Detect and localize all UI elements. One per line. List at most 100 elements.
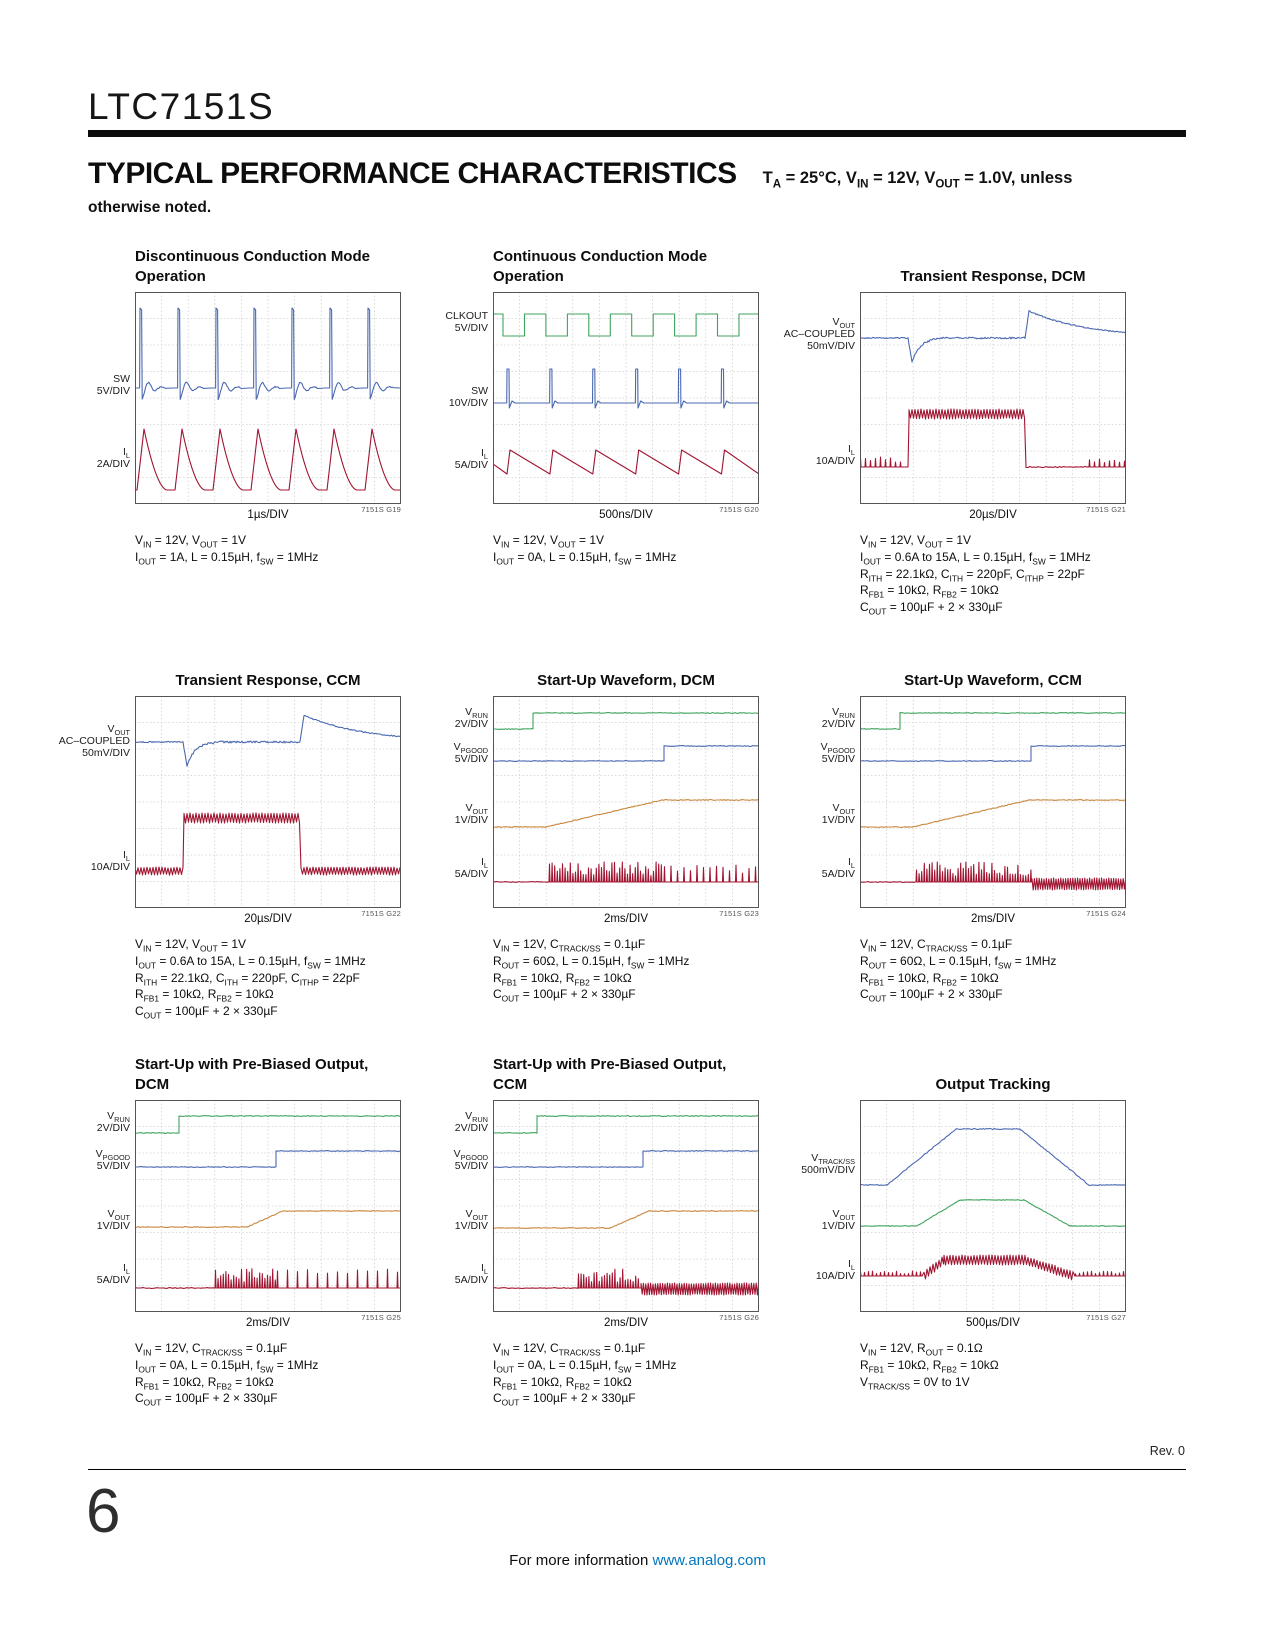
oscilloscope-plot (493, 1100, 759, 1312)
panel-title: Transient Response, CCM (135, 664, 401, 690)
signal-label: SW 5V/DIV (96, 372, 130, 397)
plot-frame (135, 292, 401, 504)
panel-title-line: DCM (135, 1075, 170, 1093)
plot-frame (493, 292, 759, 504)
time-per-div-label: 20µs/DIV (969, 509, 1017, 521)
panel-title: Discontinuous Conduction Mode Operation (135, 238, 401, 286)
trace-red (135, 812, 401, 876)
signal-label: VRUN 2V/DIV (454, 705, 488, 730)
signal-label: VOUT 1V/DIV (454, 801, 488, 826)
trace-blue (135, 1150, 401, 1168)
signal-label-gutter: VRUN 2V/DIV VPGOOD 5V/DIV VOUT 1V/DIV IL 5A/DIV (427, 1100, 493, 1312)
figure-tag: 7151S G20 (719, 505, 759, 514)
trace-blue (860, 745, 1126, 762)
signal-label: VRUN 2V/DIV (96, 1109, 130, 1134)
oscilloscope-plot (860, 696, 1126, 908)
note-line: RFB1 = 10kΩ, RFB2 = 10kΩ (860, 970, 999, 987)
oscilloscope-plot (860, 292, 1126, 504)
signal-label: VOUT 1V/DIV (454, 1207, 488, 1232)
section-conditions-continued: otherwise noted. (88, 199, 212, 216)
plot-frame (493, 1100, 759, 1312)
note-line: IOUT = 0A, L = 0.15µH, fSW = 1MHz (493, 1357, 677, 1375)
scope-panel: Start-Up Waveform, DCM VRUN 2V/DIV VPGOOD 5… (427, 664, 759, 1003)
signal-label: VOUT AC–COUPLED 50mV/DIV (58, 722, 130, 760)
note-line: ROUT = 60Ω, L = 0.15µH, fSW = 1MHz (860, 953, 1057, 971)
time-per-div-label: 20µs/DIV (244, 913, 292, 925)
trace-red (493, 449, 759, 475)
figure-tag: 7151S G23 (719, 909, 759, 918)
panel-title-line: CCM (493, 1075, 528, 1093)
scope-panel: Start-Up Waveform, CCM VRUN 2V/DIV VPGOOD 5… (794, 664, 1126, 1003)
trace-blue (493, 1150, 759, 1168)
oscilloscope-plot (493, 292, 759, 504)
conditions-notes: VIN = 12V, VOUT = 1V IOUT = 0.6A to 15A, … (860, 532, 1126, 616)
note-line: RFB1 = 10kΩ, RFB2 = 10kΩ (493, 1374, 632, 1391)
revision-label: Rev. 0 (1149, 1444, 1185, 1458)
section-conditions: TA = 25°C, VIN = 12V, VOUT = 1.0V, unles… (762, 169, 1073, 191)
panel-title: Start-Up Waveform, CCM (860, 664, 1126, 690)
panel-title-line: Start-Up Waveform, DCM (537, 671, 715, 689)
signal-label-gutter: VRUN 2V/DIV VPGOOD 5V/DIV VOUT 1V/DIV IL 5A/DIV (427, 696, 493, 908)
trace-blue (860, 310, 1126, 363)
trace-red (860, 861, 1126, 891)
panel-title-line: Transient Response, CCM (175, 671, 361, 689)
plot-frame (493, 696, 759, 908)
time-per-div-label: 500µs/DIV (966, 1317, 1020, 1329)
trace-red (860, 1254, 1126, 1281)
conditions-notes: VIN = 12V, ROUT = 0.1Ω RFB1 = 10kΩ, RFB2 … (860, 1340, 1126, 1390)
conditions-notes: VIN = 12V, VOUT = 1V IOUT = 0.6A to 15A, … (135, 936, 401, 1020)
note-line: ROUT = 60Ω, L = 0.15µH, fSW = 1MHz (493, 953, 690, 971)
trace-orange (860, 799, 1126, 828)
signal-label: IL 10A/DIV (90, 848, 130, 873)
note-line: IOUT = 1A, L = 0.15µH, fSW = 1MHz (135, 549, 319, 567)
note-line: IOUT = 0.6A to 15A, L = 0.15µH, fSW = 1M… (135, 953, 366, 971)
panel-title-line: Discontinuous Conduction Mode (135, 248, 370, 265)
signal-label-gutter: VOUT AC–COUPLED 50mV/DIV IL 10A/DIV (59, 696, 135, 908)
trace-orange (135, 1210, 401, 1228)
scope-panel: Transient Response, DCM VOUT AC–COUPLED 50… (784, 238, 1126, 616)
panel-title: Start-Up with Pre-Biased Output, DCM (135, 1046, 401, 1094)
plot-frame (860, 292, 1126, 504)
conditions-notes: VIN = 12V, CTRACK/SS = 0.1µF ROUT = 60Ω, … (493, 936, 759, 1003)
signal-label: IL 10A/DIV (815, 1257, 855, 1282)
signal-label: IL 5A/DIV (454, 446, 488, 471)
note-line: RITH = 22.1kΩ, CITH = 220pF, CITHP = 22p… (135, 970, 360, 987)
trace-red (493, 1268, 759, 1296)
trace-green (860, 712, 1126, 730)
plot-frame (860, 696, 1126, 908)
note-line: COUT = 100µF + 2 × 330µF (860, 987, 1003, 1004)
note-line: VIN = 12V, CTRACK/SS = 0.1µF (493, 1341, 646, 1358)
signal-label: IL 5A/DIV (454, 1261, 488, 1286)
plot-frame (860, 1100, 1126, 1312)
analog-website-link[interactable]: www.analog.com (652, 1552, 766, 1569)
signal-label: VTRACK/SS 500mV/DIV (801, 1151, 855, 1176)
signal-label-gutter: VRUN 2V/DIV VPGOOD 5V/DIV VOUT 1V/DIV IL 5A/DIV (69, 1100, 135, 1312)
conditions-notes: VIN = 12V, CTRACK/SS = 0.1µF IOUT = 0A, L… (135, 1340, 401, 1407)
note-line: RFB1 = 10kΩ, RFB2 = 10kΩ (860, 1357, 999, 1375)
panel-title-line: Continuous Conduction Mode (493, 248, 708, 265)
time-per-div-label: 2ms/DIV (603, 1317, 649, 1329)
note-line: COUT = 100µF + 2 × 330µF (860, 600, 1003, 617)
panel-title-line: Start-Up Waveform, CCM (904, 671, 1082, 689)
signal-label: VRUN 2V/DIV (821, 705, 855, 730)
signal-label: VPGOOD 5V/DIV (453, 1147, 488, 1172)
page-number: 6 (86, 1477, 121, 1546)
signal-label-gutter: VRUN 2V/DIV VPGOOD 5V/DIV VOUT 1V/DIV IL 5A/DIV (794, 696, 860, 908)
trace-blue (135, 307, 401, 401)
conditions-notes: VIN = 12V, CTRACK/SS = 0.1µF ROUT = 60Ω, … (860, 936, 1126, 1003)
signal-label-gutter: VTRACK/SS 500mV/DIV VOUT 1V/DIV IL 10A/DIV (794, 1100, 860, 1312)
figure-tag: 7151S G24 (1086, 909, 1126, 918)
scope-panel: Discontinuous Conduction Mode Operation S… (69, 238, 401, 566)
panel-title: Transient Response, DCM (860, 238, 1126, 286)
footer-info-text: For more information (509, 1552, 653, 1569)
signal-label-gutter: VOUT AC–COUPLED 50mV/DIV IL 10A/DIV (784, 292, 860, 504)
scope-panel: Continuous Conduction Mode Operation CLKO… (427, 238, 759, 566)
scope-panel: Start-Up with Pre-Biased Output, CCM VRUN… (427, 1046, 759, 1407)
trace-orange (493, 799, 759, 828)
signal-label: VPGOOD 5V/DIV (95, 1147, 130, 1172)
trace-green (860, 1199, 1126, 1227)
signal-label: VOUT 1V/DIV (821, 801, 855, 826)
note-line: VIN = 12V, VOUT = 1V (135, 533, 247, 550)
conditions-notes: VIN = 12V, CTRACK/SS = 0.1µF IOUT = 0A, L… (493, 1340, 759, 1407)
